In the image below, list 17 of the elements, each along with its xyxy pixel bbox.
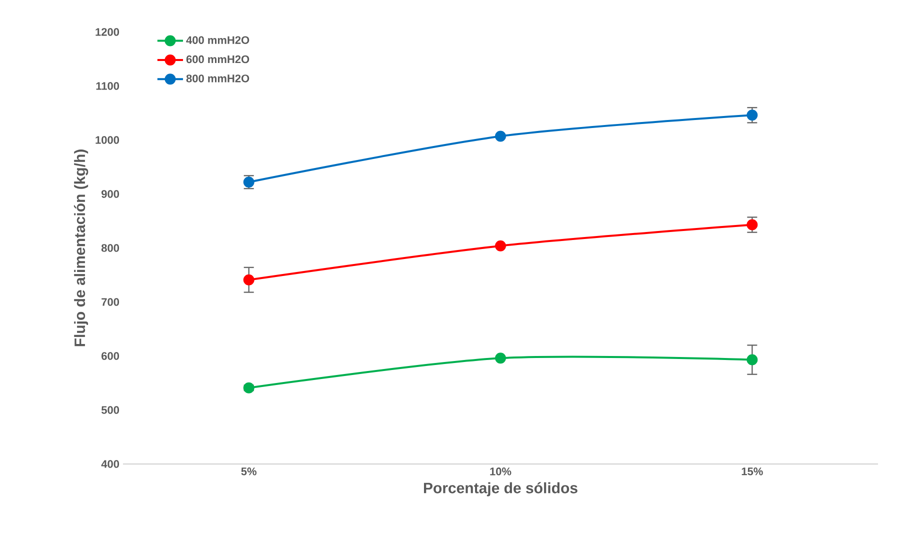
y-tick-label: 1200: [96, 28, 120, 36]
legend-label: 400 mmH2O: [186, 36, 250, 44]
y-tick-label: 800: [101, 244, 120, 252]
x-axis-title: Porcentaje de sólidos: [424, 482, 578, 496]
x-tick-label: 10%: [490, 468, 512, 476]
y-axis-title: Flujo de alimentación (kg/h): [74, 150, 88, 346]
y-tick-label: 900: [102, 190, 120, 198]
x-tick-label: 5%: [241, 468, 256, 476]
x-tick-label: 15%: [742, 468, 763, 476]
legend-label: 600 mmH2O: [186, 55, 250, 64]
y-tick-label: 1000: [96, 136, 120, 144]
y-tick-label: 1100: [96, 82, 120, 90]
y-tick-label: 500: [101, 406, 120, 414]
y-tick-label: 600: [102, 352, 120, 360]
y-tick-label: 700: [102, 298, 120, 306]
legend-label: 800 mmH2O: [186, 74, 250, 82]
y-tick-label: 400: [101, 460, 120, 468]
